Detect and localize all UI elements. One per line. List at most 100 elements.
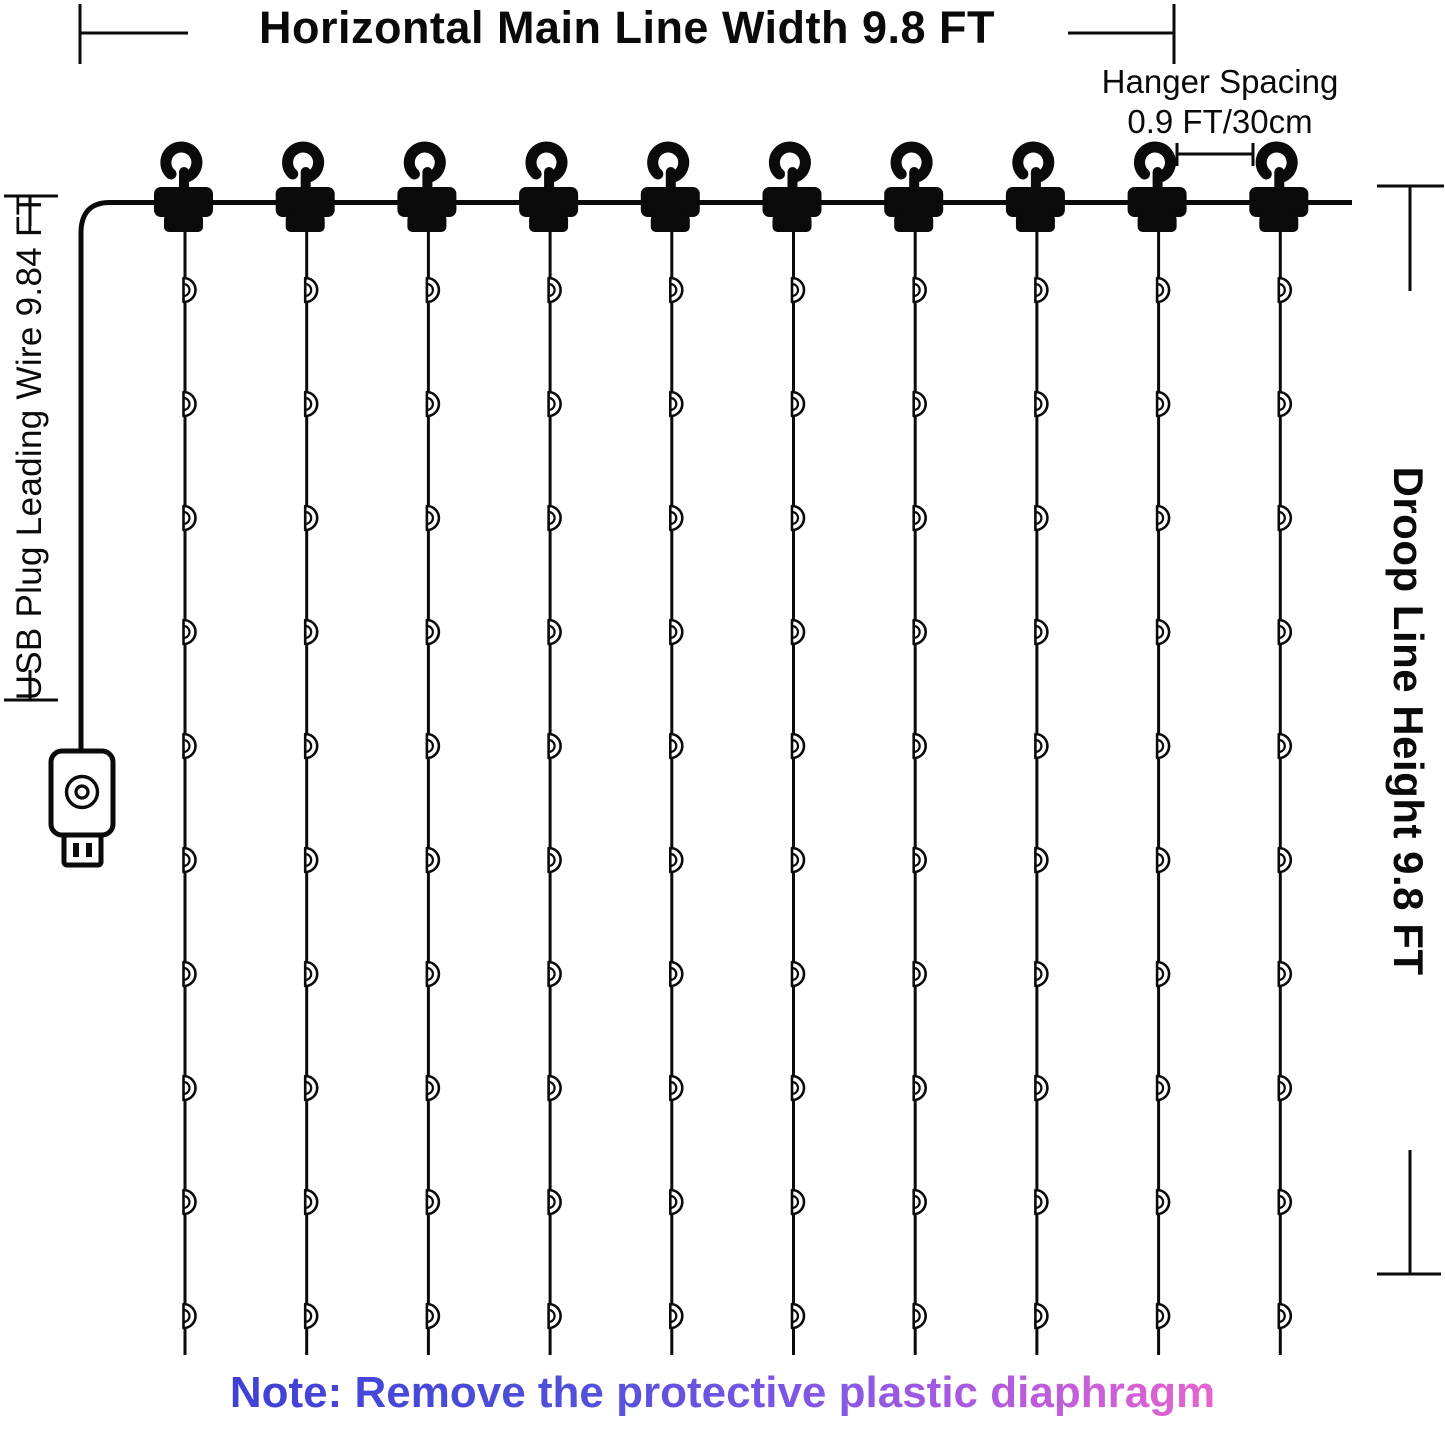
hanger-spacing-line2: 0.9 FT/30cm: [1127, 103, 1313, 140]
led-bead-inner: [548, 624, 556, 640]
led-bead-inner: [670, 510, 678, 526]
led-bead-inner: [426, 624, 434, 640]
hook-curl-icon: [525, 141, 568, 182]
dim-droop-bottom: [1377, 1150, 1441, 1276]
led-bead-inner: [1035, 282, 1043, 298]
led-bead-inner: [183, 282, 191, 298]
dim-main-line-right: [1068, 4, 1176, 64]
hanger-hook: [762, 141, 822, 1355]
led-bead-inner: [791, 510, 800, 526]
hook-curl-icon: [160, 141, 203, 182]
hook-body: [519, 187, 579, 217]
led-bead-inner: [1278, 282, 1286, 298]
led-bead-inner: [913, 1194, 921, 1210]
hanger-hook: [1005, 141, 1065, 1355]
usb-plug-ring-inner-icon: [74, 784, 90, 800]
hook-body: [397, 187, 457, 217]
led-bead-inner: [913, 624, 921, 640]
main-line-and-usb-wire: [78, 200, 1352, 750]
hook-step: [407, 214, 447, 232]
hook-curl-icon: [1133, 141, 1176, 182]
hook-body: [762, 187, 822, 217]
led-bead-inner: [305, 1308, 313, 1324]
hook-body: [1127, 187, 1187, 217]
led-bead-inner: [791, 282, 800, 298]
led-bead-inner: [183, 510, 191, 526]
led-bead-inner: [791, 1194, 800, 1210]
led-bead-inner: [183, 966, 191, 982]
hook-curl-icon: [890, 141, 933, 182]
hook-curl-icon: [1012, 141, 1055, 182]
led-bead-inner: [1278, 966, 1286, 982]
usb-pin: [73, 843, 79, 857]
hook-step: [650, 214, 690, 232]
title-main-line-width: Horizontal Main Line Width 9.8 FT: [258, 2, 996, 53]
hook-curl-icon: [1255, 141, 1298, 182]
usb-wire-label: USB Plug Leading Wire 9.84 FT: [10, 193, 49, 701]
hook-curl-icon: [647, 141, 690, 182]
led-bead-inner: [426, 966, 434, 982]
led-bead-inner: [1156, 510, 1165, 526]
led-bead-inner: [670, 966, 678, 982]
hook-step: [1259, 214, 1299, 232]
led-bead-inner: [426, 852, 434, 868]
led-bead-inner: [670, 738, 678, 754]
led-bead-inner: [426, 1080, 434, 1096]
hook-body: [1005, 187, 1065, 217]
led-bead-inner: [1035, 1080, 1043, 1096]
hook-curl-icon: [282, 141, 325, 182]
dim-droop-top: [1377, 184, 1444, 291]
usb-plug-body: [48, 748, 116, 838]
led-bead-inner: [548, 1194, 556, 1210]
led-bead-inner: [791, 738, 800, 754]
led-bead-inner: [913, 966, 921, 982]
hook-curl-icon: [768, 141, 811, 182]
led-bead-inner: [1156, 282, 1165, 298]
led-bead-inner: [1156, 1308, 1165, 1324]
hook-curl-icon: [403, 141, 446, 182]
led-bead-inner: [426, 1194, 434, 1210]
led-bead-inner: [1156, 624, 1165, 640]
hook-step: [1015, 214, 1055, 232]
led-bead-inner: [1278, 1080, 1286, 1096]
led-bead-inner: [305, 624, 313, 640]
led-bead-inner: [548, 1080, 556, 1096]
led-bead-inner: [670, 282, 678, 298]
led-bead-inner: [305, 738, 313, 754]
led-bead-inner: [913, 852, 921, 868]
hanger-hook: [154, 141, 213, 1355]
led-bead-inner: [670, 624, 678, 640]
led-bead-inner: [1035, 966, 1043, 982]
hanger-hook: [640, 141, 700, 1355]
droop-height-label: Droop Line Height 9.8 FT: [1385, 466, 1432, 976]
led-bead-inner: [913, 396, 921, 412]
dim-main-line-left: [78, 4, 188, 64]
hook-body: [275, 187, 335, 217]
led-bead-inner: [1035, 1308, 1043, 1324]
led-bead-inner: [1156, 396, 1165, 412]
led-bead-inner: [1035, 624, 1043, 640]
led-bead-inner: [426, 396, 434, 412]
led-bead-inner: [426, 510, 434, 526]
note-text: Note: Remove the protective plastic diap…: [0, 1368, 1445, 1418]
led-bead-inner: [1156, 852, 1165, 868]
led-bead-inner: [670, 1080, 678, 1096]
led-bead-inner: [548, 510, 556, 526]
hook-step: [772, 214, 812, 232]
usb-plug-ring-icon: [64, 774, 100, 810]
led-bead-inner: [548, 852, 556, 868]
hanger-group: [154, 141, 1309, 1355]
led-bead-inner: [1035, 1194, 1043, 1210]
led-bead-inner: [183, 1308, 191, 1324]
led-bead-inner: [1035, 510, 1043, 526]
led-bead-inner: [1278, 510, 1286, 526]
dim-usb-wire-bottom: [4, 670, 58, 702]
led-bead-inner: [183, 852, 191, 868]
led-bead-inner: [305, 282, 313, 298]
hook-body: [884, 187, 944, 217]
usb-pin: [86, 843, 92, 857]
led-bead-inner: [183, 738, 191, 754]
led-bead-inner: [548, 738, 556, 754]
led-bead-inner: [1035, 852, 1043, 868]
